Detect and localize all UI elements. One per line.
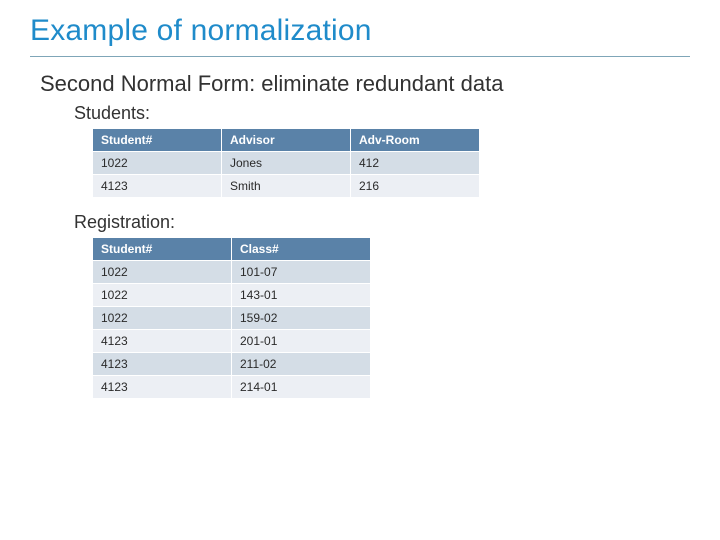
- students-header-row: Student#AdvisorAdv-Room: [93, 129, 480, 152]
- students-cell: 216: [351, 175, 480, 198]
- students-row: 1022Jones412: [93, 152, 480, 175]
- slide: Example of normalization Second Normal F…: [0, 0, 720, 540]
- students-table: Student#AdvisorAdv-Room1022Jones4124123S…: [92, 128, 480, 198]
- registration-row: 4123214-01: [93, 376, 371, 399]
- students-col-header: Adv-Room: [351, 129, 480, 152]
- registration-row: 4123211-02: [93, 353, 371, 376]
- students-label: Students:: [74, 103, 690, 124]
- students-cell: 1022: [93, 152, 222, 175]
- registration-cell: 143-01: [232, 284, 371, 307]
- registration-col-header: Student#: [93, 238, 232, 261]
- students-col-header: Advisor: [222, 129, 351, 152]
- registration-table: Student#Class#1022101-071022143-01102215…: [92, 237, 371, 399]
- registration-cell: 101-07: [232, 261, 371, 284]
- registration-cell: 4123: [93, 353, 232, 376]
- registration-col-header: Class#: [232, 238, 371, 261]
- registration-cell: 201-01: [232, 330, 371, 353]
- registration-cell: 1022: [93, 307, 232, 330]
- registration-cell: 4123: [93, 330, 232, 353]
- registration-cell: 159-02: [232, 307, 371, 330]
- title-rule: [30, 56, 690, 57]
- registration-cell: 214-01: [232, 376, 371, 399]
- registration-header-row: Student#Class#: [93, 238, 371, 261]
- students-row: 4123Smith216: [93, 175, 480, 198]
- registration-cell: 1022: [93, 284, 232, 307]
- registration-row: 4123201-01: [93, 330, 371, 353]
- registration-row: 1022143-01: [93, 284, 371, 307]
- students-cell: Jones: [222, 152, 351, 175]
- subtitle: Second Normal Form: eliminate redundant …: [40, 71, 690, 97]
- slide-title: Example of normalization: [30, 14, 690, 48]
- registration-table-wrap: Student#Class#1022101-071022143-01102215…: [92, 237, 690, 399]
- students-cell: 4123: [93, 175, 222, 198]
- students-col-header: Student#: [93, 129, 222, 152]
- students-table-wrap: Student#AdvisorAdv-Room1022Jones4124123S…: [92, 128, 690, 198]
- registration-cell: 1022: [93, 261, 232, 284]
- registration-row: 1022159-02: [93, 307, 371, 330]
- registration-label: Registration:: [74, 212, 690, 233]
- registration-cell: 4123: [93, 376, 232, 399]
- students-cell: 412: [351, 152, 480, 175]
- students-cell: Smith: [222, 175, 351, 198]
- registration-row: 1022101-07: [93, 261, 371, 284]
- registration-cell: 211-02: [232, 353, 371, 376]
